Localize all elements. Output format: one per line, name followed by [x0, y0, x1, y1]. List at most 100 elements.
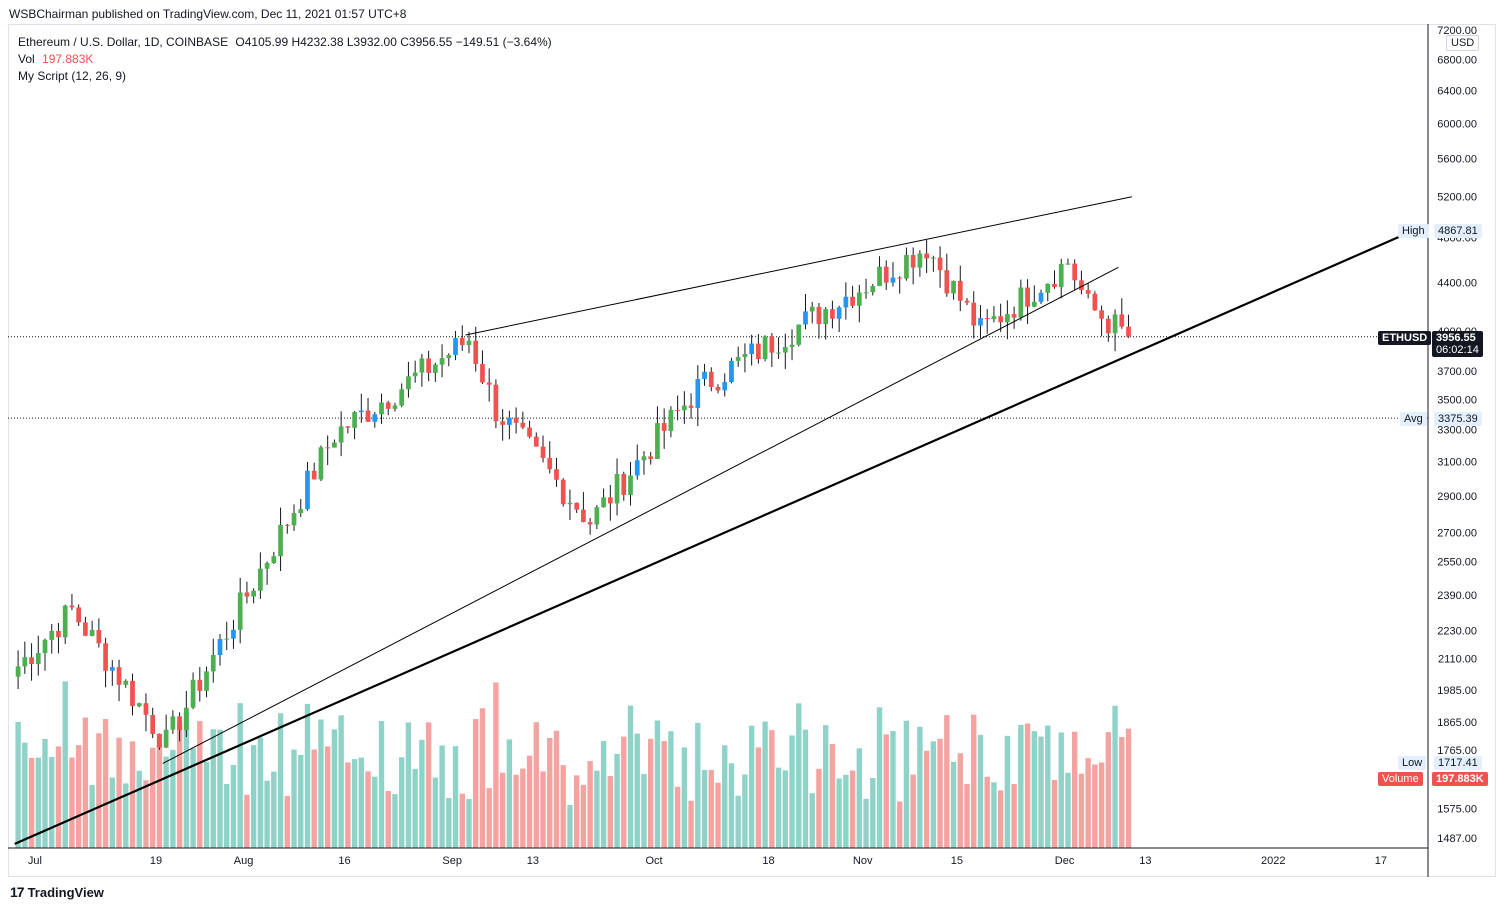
- price-tick-label: 1985.00: [1437, 685, 1477, 697]
- candle-body: [1045, 283, 1051, 293]
- time-tick-label: Jul: [28, 855, 42, 867]
- volume-bar: [129, 741, 136, 848]
- volume-bar: [405, 722, 412, 848]
- candle-body: [15, 666, 21, 677]
- script-indicator-row[interactable]: My Script (12, 26, 9): [18, 68, 552, 85]
- volume-bar: [533, 722, 539, 848]
- volume-bar: [479, 708, 486, 848]
- volume-bar: [1085, 758, 1091, 848]
- volume-bar: [28, 757, 35, 848]
- candle-body: [883, 266, 889, 283]
- candle-body: [843, 296, 849, 308]
- vol-label: Vol: [18, 52, 35, 66]
- price-tick-label: 5600.00: [1437, 154, 1477, 166]
- script-label: My Script (12, 26, 9): [18, 69, 127, 83]
- volume-bar: [627, 705, 634, 848]
- volume-bar: [614, 753, 620, 848]
- volume-bar: [1105, 732, 1112, 848]
- candle-body: [83, 622, 88, 636]
- volume-bar: [96, 733, 102, 848]
- candle-body: [816, 306, 822, 325]
- candle-body: [507, 417, 512, 425]
- volume-bar: [217, 729, 223, 848]
- avg-value: 3375.39: [1434, 412, 1482, 426]
- volume-bar: [311, 749, 317, 848]
- candle-body: [311, 470, 317, 480]
- volume-bar: [701, 769, 708, 848]
- volume-bar: [863, 798, 869, 848]
- volume-bar: [210, 729, 216, 848]
- candle-body: [446, 355, 452, 359]
- candle-body: [177, 716, 182, 731]
- candle-body: [776, 352, 781, 354]
- volume-bar: [318, 719, 324, 848]
- volume-bar: [237, 703, 243, 848]
- volume-bar: [224, 783, 230, 848]
- price-tick-label: 6000.00: [1437, 118, 1477, 130]
- lower-channel-trendline[interactable]: [14, 226, 1422, 845]
- volume-bar: [486, 788, 492, 848]
- candle-body: [917, 253, 923, 268]
- price-tick-label: 7200.00: [1437, 25, 1477, 37]
- candle-body: [1005, 314, 1010, 323]
- candle-body: [1126, 326, 1131, 337]
- volume-bar: [156, 733, 163, 848]
- candle-body: [264, 563, 270, 569]
- currency-badge[interactable]: USD: [1446, 35, 1480, 51]
- candle-body: [136, 703, 142, 707]
- tradingview-footer[interactable]: 17 TradingView: [10, 884, 104, 900]
- volume-bar: [69, 757, 75, 848]
- volume-bar: [136, 770, 142, 848]
- candle-body: [1119, 314, 1125, 327]
- volume-bar: [1065, 772, 1071, 848]
- time-tick-label: 19: [150, 855, 162, 867]
- candle-body: [96, 630, 102, 644]
- candle-body: [513, 417, 519, 423]
- price-tick-label: 3700.00: [1437, 366, 1477, 378]
- candle-body: [358, 410, 364, 413]
- upper-channel-trendline[interactable]: [465, 196, 1132, 336]
- volume-bar: [587, 761, 593, 848]
- volume-bar: [1051, 780, 1058, 848]
- candle-body: [621, 474, 627, 495]
- candle-body: [392, 405, 398, 409]
- candle-body: [796, 324, 802, 345]
- symbol-row[interactable]: Ethereum / U.S. Dollar, 1D, COINBASE O41…: [18, 34, 552, 51]
- volume-bar: [802, 729, 809, 848]
- time-tick-label: 16: [338, 855, 350, 867]
- volume-bar: [897, 801, 903, 848]
- candle-body: [1085, 290, 1091, 294]
- volume-bar: [1119, 736, 1125, 848]
- volume-bar: [499, 772, 506, 848]
- volume-bar: [997, 790, 1004, 848]
- volume-bar: [600, 741, 607, 848]
- volume-bar: [109, 777, 116, 848]
- volume-label: Volume: [1378, 772, 1423, 786]
- volume-bar: [15, 721, 21, 848]
- volume-bar: [910, 774, 916, 848]
- volume-bar: [42, 738, 48, 848]
- thin-support-trendline[interactable]: [162, 266, 1119, 764]
- candle-body: [581, 509, 586, 523]
- volume-bar: [257, 737, 264, 848]
- volume-bar: [1071, 731, 1078, 848]
- candle-body: [1099, 310, 1104, 319]
- volume-bar: [1011, 784, 1017, 848]
- candle-body: [325, 447, 331, 449]
- volume-indicator-row[interactable]: Vol 197.883K: [18, 51, 552, 68]
- volume-bar: [291, 749, 297, 848]
- volume-bar: [755, 747, 762, 848]
- candle-body: [944, 270, 950, 294]
- candle-body: [964, 300, 970, 303]
- candle-body: [520, 422, 526, 428]
- reference-lines: [8, 336, 1428, 419]
- candle-body: [607, 497, 613, 504]
- volume-bar: [560, 765, 566, 848]
- bar-countdown: 06:02:14: [1436, 344, 1479, 356]
- low-value: 1717.41: [1434, 756, 1482, 770]
- candle-body: [971, 302, 977, 326]
- candle-body: [877, 266, 882, 287]
- volume-bar: [1024, 723, 1031, 848]
- volume-bar: [230, 764, 237, 848]
